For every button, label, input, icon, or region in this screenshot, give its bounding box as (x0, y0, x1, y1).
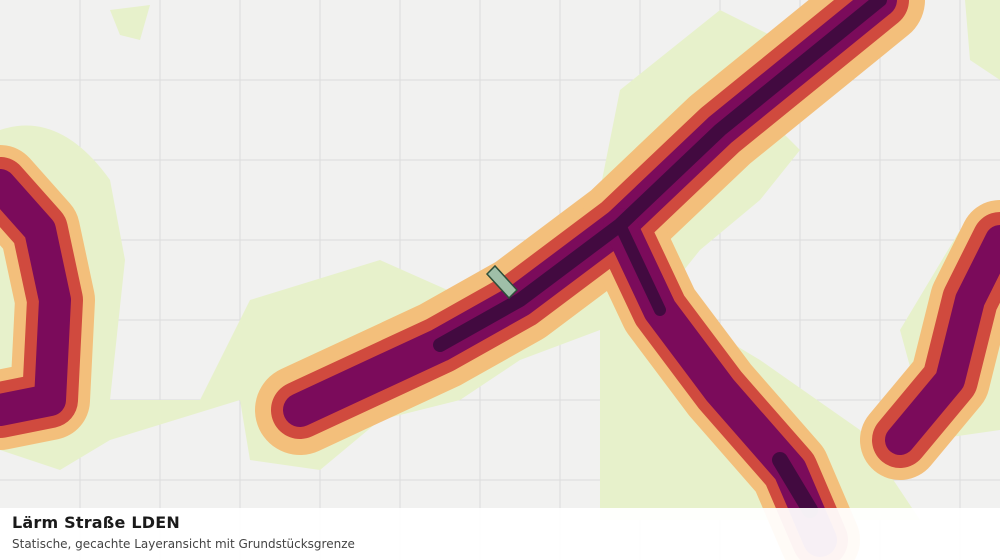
caption-panel: Lärm Straße LDEN Statische, gecachte Lay… (0, 508, 1000, 560)
caption-subtitle: Statische, gecachte Layeransicht mit Gru… (12, 537, 355, 551)
parcel-boundary (485, 264, 519, 300)
caption-title: Lärm Straße LDEN (12, 513, 180, 532)
noise-zone-very-high (0, 169, 71, 426)
noise-zone-max (772, 452, 818, 518)
noise-zone-max (614, 219, 666, 316)
noise-zone-very-high (885, 225, 1000, 455)
